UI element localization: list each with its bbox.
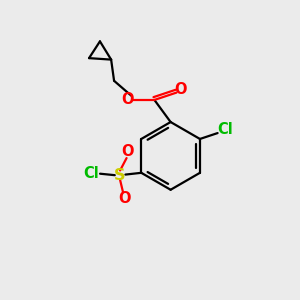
Text: S: S bbox=[114, 168, 126, 183]
Text: O: O bbox=[122, 144, 134, 159]
Text: Cl: Cl bbox=[83, 166, 98, 181]
Text: O: O bbox=[122, 92, 134, 107]
Text: Cl: Cl bbox=[218, 122, 233, 137]
Text: O: O bbox=[118, 191, 130, 206]
Text: O: O bbox=[175, 82, 187, 97]
